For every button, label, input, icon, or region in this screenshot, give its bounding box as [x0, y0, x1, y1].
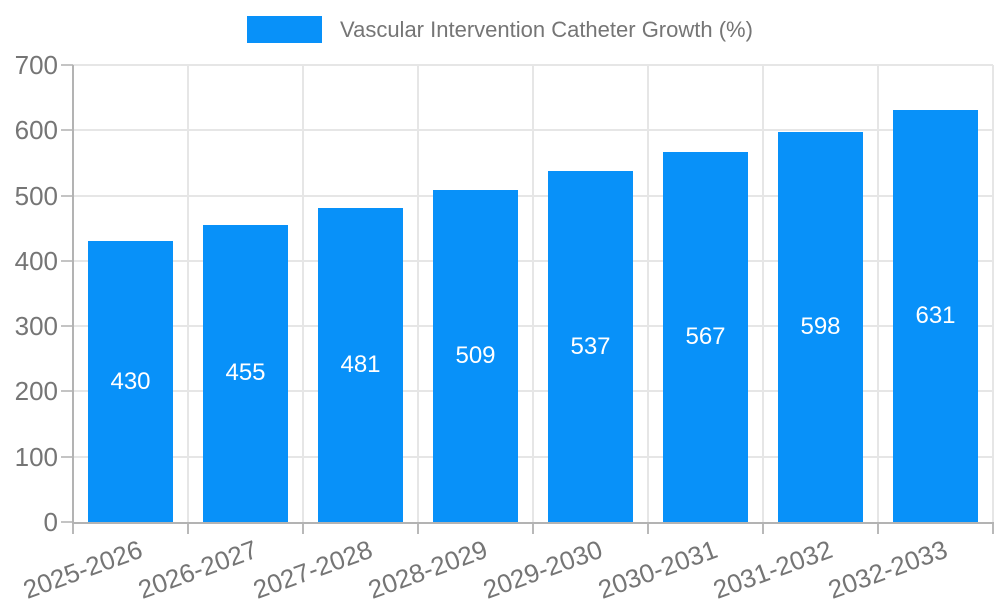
x-axis-tick-label: 2029-2030 — [478, 534, 606, 600]
bar-value-label: 567 — [685, 322, 726, 350]
bar[interactable]: 455 — [203, 224, 288, 522]
x-tick-mark — [762, 522, 764, 534]
y-tick-mark — [61, 455, 73, 458]
x-tick-mark — [992, 522, 994, 534]
x-tick-mark — [187, 522, 189, 534]
x-tick-mark — [72, 522, 74, 534]
bar-value-label: 631 — [915, 302, 956, 330]
y-tick-mark — [61, 259, 73, 262]
x-axis-tick-label: 2026-2027 — [133, 534, 261, 600]
y-tick-mark — [61, 194, 73, 197]
bar-value-label: 598 — [800, 312, 841, 340]
bar[interactable]: 430 — [88, 241, 173, 522]
chart-legend[interactable]: Vascular Intervention Catheter Growth (%… — [0, 16, 1000, 43]
x-axis-tick-label: 2030-2031 — [593, 534, 721, 600]
x-gridline — [992, 65, 994, 522]
y-tick-mark — [61, 325, 73, 328]
bar-value-label: 537 — [570, 332, 611, 360]
x-axis-tick-label: 2032-2033 — [823, 534, 951, 600]
y-axis-tick-label: 500 — [14, 180, 58, 211]
y-axis-tick-label: 0 — [43, 507, 58, 537]
bar-value-label: 509 — [455, 341, 496, 369]
legend-swatch-icon — [247, 16, 323, 43]
x-axis-tick-label: 2031-2032 — [708, 534, 836, 600]
bar[interactable]: 481 — [318, 207, 403, 522]
y-axis-tick-label: 700 — [14, 50, 58, 80]
bar[interactable]: 598 — [778, 131, 863, 522]
x-gridline — [647, 65, 649, 522]
x-gridline — [877, 65, 879, 522]
y-axis-tick-label: 200 — [14, 376, 58, 407]
y-tick-mark — [61, 390, 73, 393]
x-gridline — [417, 65, 419, 522]
bar-value-label: 455 — [225, 359, 266, 387]
y-axis-tick-label: 400 — [14, 245, 58, 276]
y-axis-tick-label: 600 — [14, 115, 58, 146]
bar-value-label: 481 — [340, 350, 381, 378]
x-tick-mark — [302, 522, 304, 534]
y-axis-line — [72, 65, 74, 522]
bar-value-label: 430 — [110, 367, 151, 395]
x-gridline — [762, 65, 764, 522]
x-tick-mark — [877, 522, 879, 534]
x-tick-mark — [532, 522, 534, 534]
x-gridline — [302, 65, 304, 522]
x-gridline — [187, 65, 189, 522]
x-tick-mark — [417, 522, 419, 534]
bar[interactable]: 631 — [893, 110, 978, 522]
y-axis-tick-label: 300 — [14, 311, 58, 342]
legend-label: Vascular Intervention Catheter Growth (%… — [340, 16, 753, 42]
bar[interactable]: 509 — [433, 189, 518, 522]
y-tick-mark — [61, 129, 73, 132]
x-axis-tick-label: 2025-2026 — [18, 534, 146, 600]
bar[interactable]: 567 — [663, 151, 748, 522]
x-axis-tick-label: 2027-2028 — [248, 534, 376, 600]
x-axis-tick-label: 2028-2029 — [363, 534, 491, 600]
y-tick-mark — [61, 64, 73, 66]
x-gridline — [532, 65, 534, 522]
y-tick-mark — [61, 521, 73, 523]
x-tick-mark — [647, 522, 649, 534]
y-axis-tick-label: 100 — [14, 441, 58, 472]
x-axis-line — [72, 522, 994, 524]
bar[interactable]: 537 — [548, 171, 633, 522]
